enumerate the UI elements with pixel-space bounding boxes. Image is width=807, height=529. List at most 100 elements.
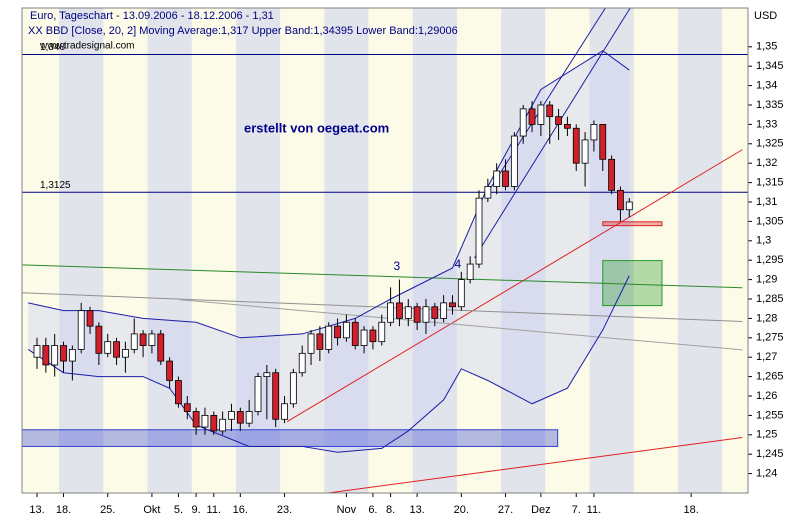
y-tick-label: 1,29: [756, 274, 777, 286]
candle-body: [440, 302, 448, 319]
candle-body: [564, 124, 571, 129]
x-tick-label: 7.: [572, 504, 581, 516]
x-tick-label: 25.: [100, 504, 115, 516]
candle-body: [546, 104, 554, 118]
band-fill: [28, 50, 630, 453]
candle-body: [466, 263, 474, 280]
candle-body: [95, 325, 103, 354]
candle-body: [175, 380, 182, 405]
trend-line: [489, 8, 606, 190]
candle-body: [139, 333, 147, 346]
trend-line: [180, 299, 743, 351]
candle-body: [272, 372, 280, 420]
y-tick-label: 1,255: [756, 409, 784, 421]
candle-body: [325, 325, 333, 350]
candle-body: [166, 360, 174, 381]
candle-body: [113, 341, 120, 358]
y-tick-label: 1,28: [756, 312, 777, 324]
candle-body: [369, 329, 377, 343]
y-tick-label: 1,305: [756, 215, 784, 227]
candle-body: [68, 349, 76, 362]
wave-label: 3: [393, 259, 400, 273]
candle-body: [422, 306, 430, 323]
candle-body: [316, 333, 324, 350]
candle-body: [519, 108, 527, 137]
candle-body: [298, 352, 306, 374]
trend-line: [286, 149, 743, 423]
candle-body: [431, 306, 439, 319]
candle-body: [475, 197, 483, 265]
candle-body: [183, 403, 191, 412]
candle-body: [245, 411, 253, 424]
candle-body: [289, 372, 297, 405]
wave-label: 4: [454, 257, 461, 271]
box: [602, 221, 663, 227]
chart-title: Euro, Tageschart - 13.09.2006 - 18.12.20…: [30, 10, 274, 22]
candle-body: [360, 329, 368, 346]
source: www.tradesignal.com: [39, 41, 134, 52]
week-stripe: [147, 8, 192, 493]
candle-body: [210, 414, 218, 432]
candle-body: [342, 321, 350, 339]
plot-layer: 1,24 1,245 1,25 1,255 1,26 1,265 1,27 1,275 1,28…: [21, 8, 784, 516]
candle-body: [192, 411, 200, 428]
candle-body: [617, 189, 624, 211]
candle-body: [572, 127, 580, 164]
candle-body: [236, 411, 244, 424]
candle-body: [33, 345, 41, 358]
candle-body: [77, 310, 85, 350]
candle-body: [254, 376, 262, 412]
x-tick-label: 13.: [29, 504, 44, 516]
candle-body: [590, 124, 598, 141]
y-tick-label: 1,24: [756, 468, 777, 480]
currency: USD: [754, 10, 777, 22]
trend-line: [325, 437, 743, 493]
candle-body: [263, 372, 271, 378]
candle-body: [484, 186, 492, 199]
candle-body: [228, 411, 235, 420]
x-tick-label: 27.: [498, 504, 513, 516]
y-tick-label: 1,325: [756, 138, 784, 150]
candle-body: [608, 158, 615, 191]
candle-body: [60, 345, 67, 362]
candle-body: [387, 302, 395, 323]
week-stripe: [677, 8, 723, 493]
x-tick-label: 16.: [233, 504, 248, 516]
y-tick-label: 1,32: [756, 157, 777, 169]
box: [602, 260, 663, 307]
week-stripe: [412, 8, 457, 493]
y-tick-label: 1,25: [756, 429, 777, 441]
candle-body: [493, 170, 501, 187]
candle-body: [201, 414, 209, 428]
candle-body: [219, 418, 227, 432]
x-tick-label: Nov: [337, 504, 357, 516]
trend-line: [474, 8, 631, 259]
y-tick-label: 1,315: [756, 177, 784, 189]
y-tick-label: 1,345: [756, 60, 784, 72]
y-tick-label: 1,34: [756, 80, 777, 92]
y-tick-label: 1,285: [756, 293, 784, 305]
annotation: erstellt von oegeat.com: [244, 120, 389, 135]
week-stripe: [59, 8, 104, 493]
box: [21, 429, 559, 447]
x-tick-label: Okt: [143, 504, 160, 516]
candle-body: [148, 333, 156, 346]
candle-body: [351, 321, 359, 346]
x-tick-label: 8.: [386, 504, 395, 516]
candle-body: [404, 306, 412, 319]
candle-body: [334, 325, 341, 339]
x-tick-label: Dez: [531, 504, 551, 516]
x-tick-label: 11.: [587, 504, 601, 516]
x-tick-label: 20.: [454, 504, 469, 516]
y-tick-label: 1,335: [756, 99, 784, 111]
y-tick-label: 1,35: [756, 41, 777, 53]
x-tick-label: 6.: [368, 504, 377, 516]
candle-body: [537, 104, 545, 125]
y-tick-label: 1,245: [756, 448, 784, 460]
y-tick-label: 1,295: [756, 254, 784, 266]
y-tick-label: 1,27: [756, 351, 777, 363]
x-tick-label: 13.: [409, 504, 424, 516]
y-tick-label: 1,265: [756, 371, 784, 383]
candle-body: [86, 310, 94, 327]
